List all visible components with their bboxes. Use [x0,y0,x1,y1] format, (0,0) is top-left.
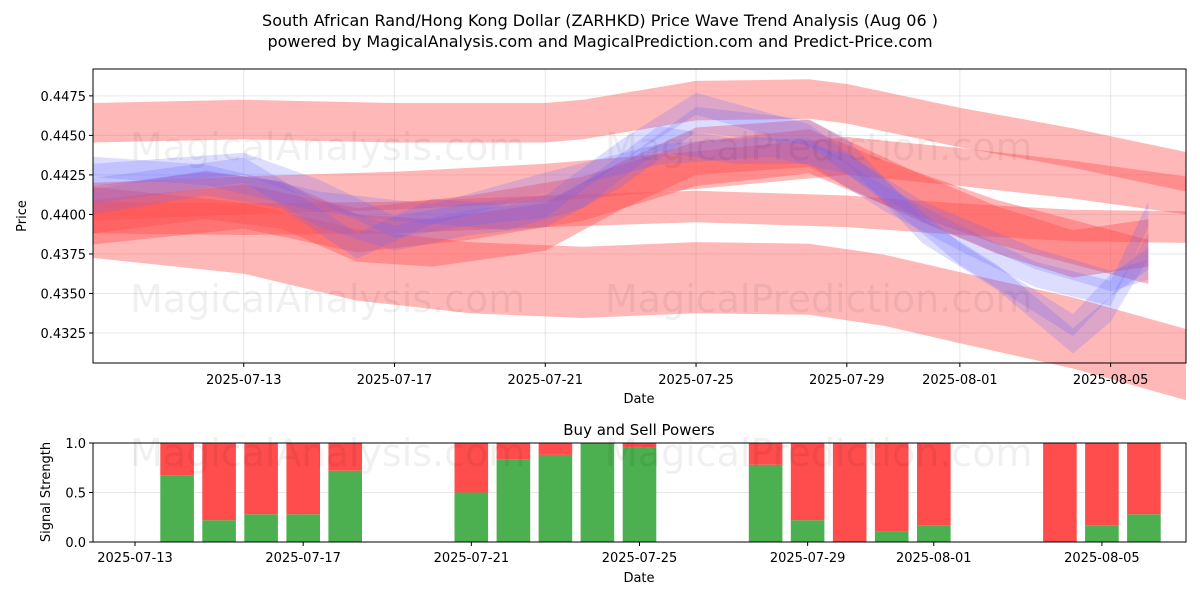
red-wave-bands [93,79,1186,401]
price-plot-frame [92,68,1187,364]
buy-bar [580,443,615,542]
price-y-tick-label: 0.4475 [41,90,87,105]
price-x-tick-label: 2025-07-25 [658,373,734,388]
price-y-tick-label: 0.4375 [41,248,87,263]
price-plot-area [93,69,1186,363]
sell-bar [538,443,573,455]
buy-bar [328,470,362,542]
buy-bar [244,514,278,542]
watermark-prediction-top: MagicalPrediction.com [605,125,1033,169]
buy-sell-x-tick-label: 2025-07-29 [770,551,846,566]
price-y-tick-label: 0.4325 [41,327,87,342]
sell-bar [790,443,825,521]
buy-bar [454,492,489,542]
blue-band-wave-d [93,136,1149,292]
red-band-lower-channel [93,186,1186,401]
red-band-wave-2 [93,129,1149,284]
price-y-tick-label: 0.4450 [41,129,87,144]
price-x-tick-label: 2025-07-17 [357,373,433,388]
buy-bar [1127,514,1161,542]
blue-band-wave-c [93,92,1149,337]
buy-sell-y-tick-label: 0.0 [65,536,86,551]
sell-bar [1043,443,1077,542]
sell-bar [917,443,951,526]
sell-bar [454,443,489,493]
watermark-prediction-bottom: MagicalPrediction.com [605,431,1033,475]
red-band-mid-channel-2 [93,190,1186,243]
buy-sell-x-axis-label: Date [623,571,654,586]
buy-sell-x-ticks: 2025-07-13 2025-07-17 2025-07-21 2025-07-25… [97,542,1140,566]
buy-sell-x-tick-label: 2025-08-01 [896,551,972,566]
price-y-ticks: 0.4325 0.4350 0.4375 0.4400 0.4425 0.4450 0.44… [41,90,93,342]
price-y-tick-label: 0.4400 [41,208,87,223]
price-x-tick-label: 2025-07-13 [206,373,282,388]
buy-bar [748,464,783,542]
sell-bar [1127,443,1161,515]
blue-band-wave-a [93,106,1149,354]
sell-bar [244,443,278,515]
buy-bar [496,459,531,542]
buy-sell-y-tick-label: 0.5 [65,487,86,502]
blue-wave-bands [93,92,1149,354]
sell-bar [496,443,531,460]
buy-sell-x-tick-label: 2025-07-25 [602,551,678,566]
price-grid [93,69,1186,363]
sell-bar [874,443,909,532]
buy-sell-title: Buy and Sell Powers [563,421,715,439]
price-x-tick-label: 2025-08-01 [922,373,998,388]
buy-bar [160,475,194,542]
buy-bar [286,514,320,542]
sell-bar [160,443,194,476]
buy-sell-y-ticks: 0.0 0.5 1.0 [65,437,93,551]
red-band-upper-channel [93,79,1186,192]
buy-bar [202,520,236,542]
buy-bar [622,447,657,542]
watermark-analysis-mid: MagicalAnalysis.com [130,277,525,321]
price-x-ticks: 2025-07-13 2025-07-17 2025-07-21 2025-07-25… [206,363,1148,388]
price-x-tick-label: 2025-07-29 [809,373,885,388]
sell-bar [202,443,236,521]
buy-sell-x-tick-label: 2025-07-17 [265,551,341,566]
price-y-tick-label: 0.4425 [41,169,87,184]
chart-title-line-1: South African Rand/Hong Kong Dollar (ZAR… [262,11,938,30]
buy-sell-x-tick-label: 2025-07-21 [434,551,510,566]
sell-bar [622,443,657,448]
buy-sell-x-tick-label: 2025-07-13 [97,551,173,566]
buy-bar [538,454,573,542]
watermark-prediction-mid: MagicalPrediction.com [605,277,1033,321]
price-wave-panel: MagicalAnalysis.com MagicalPrediction.co… [15,68,1187,407]
buy-sell-bars [160,443,1161,542]
buy-sell-x-tick-label: 2025-08-05 [1064,551,1140,566]
buy-sell-panel: Buy and Sell Powers MagicalAnalysis.com … [39,421,1187,586]
sell-bar [286,443,320,515]
buy-bar [917,525,951,542]
price-y-tick-label: 0.4350 [41,287,87,302]
price-y-axis-label: Price [15,200,30,232]
buy-sell-y-tick-label: 1.0 [65,437,86,452]
sell-bar [1085,443,1119,526]
price-x-tick-label: 2025-07-21 [507,373,583,388]
price-x-tick-label: 2025-08-05 [1073,373,1149,388]
blue-band-wave-b [93,125,1149,307]
sell-bar [328,443,362,471]
buy-bar [874,531,909,542]
watermark-analysis-bottom: MagicalAnalysis.com [130,431,525,475]
sell-bar [832,443,867,542]
red-band-wave-1 [93,119,1149,278]
buy-bar [790,520,825,542]
chart-title-line-2: powered by MagicalAnalysis.com and Magic… [267,32,932,51]
buy-sell-y-axis-label: Signal Strength [39,442,54,542]
watermark-analysis-top: MagicalAnalysis.com [130,125,525,169]
red-band-mid-channel-1 [93,137,1186,221]
buy-bar [1085,525,1119,542]
sell-bar [748,443,783,465]
price-x-axis-label: Date [623,392,654,407]
